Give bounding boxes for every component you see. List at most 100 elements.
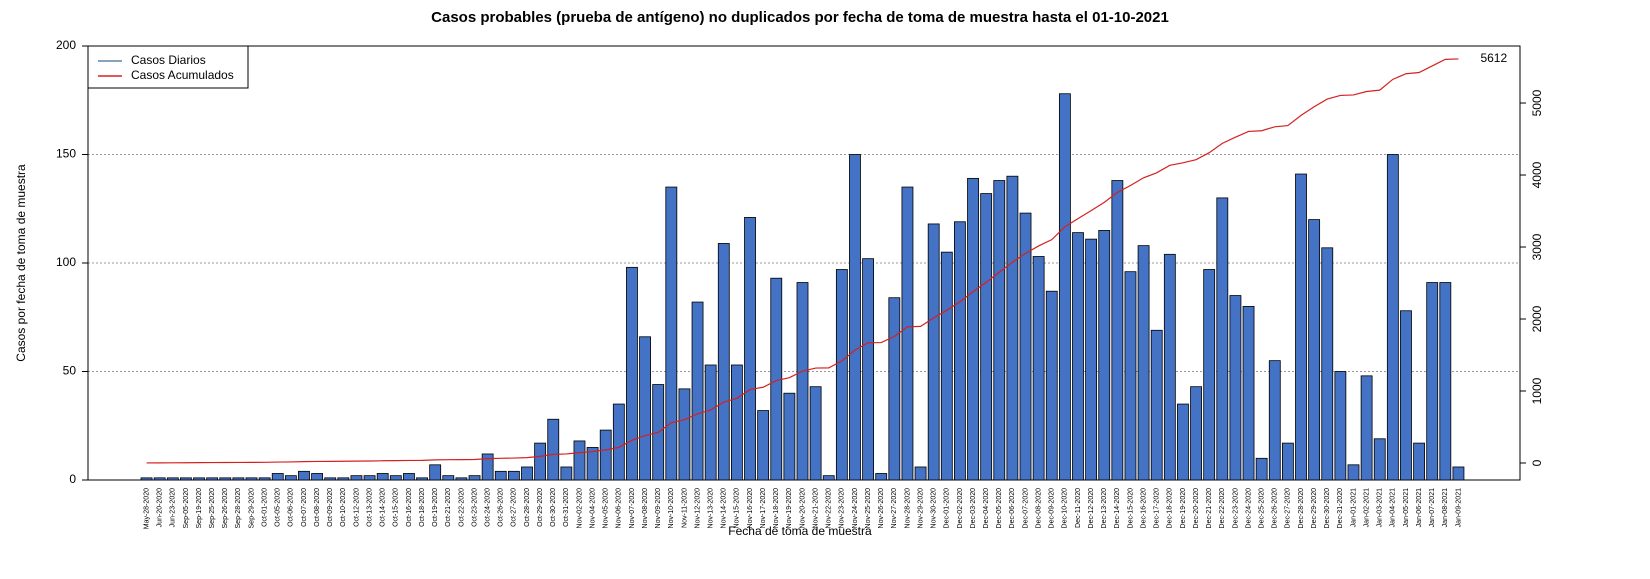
x-tick-label: Dec-17-2020 (1154, 488, 1161, 529)
x-tick-label: Nov-15-2020 (734, 488, 741, 529)
x-tick-label: Oct-06-2020 (288, 488, 295, 527)
bar (1360, 375, 1373, 481)
x-tick-label: Dec-12-2020 (1088, 488, 1095, 529)
x-tick-label: Dec-16-2020 (1140, 488, 1147, 529)
bar (940, 251, 953, 481)
bar (809, 386, 822, 481)
chart-title: Casos probables (prueba de antígeno) no … (431, 9, 1169, 26)
bar (704, 364, 717, 481)
x-tick-label: Jan-08-2021 (1442, 488, 1449, 527)
bar (258, 477, 271, 481)
bar (1334, 371, 1347, 481)
bar (993, 180, 1006, 481)
x-tick-label: Nov-07-2020 (629, 488, 636, 529)
x-tick-label: Dec-22-2020 (1219, 488, 1226, 529)
bar (757, 410, 770, 481)
bar (1163, 253, 1176, 481)
bar (507, 470, 520, 481)
y2-tick-label: 0 (1530, 459, 1544, 466)
bar (730, 364, 743, 481)
x-tick-label: Oct-19-2020 (432, 488, 439, 527)
x-tick-label: Oct-13-2020 (366, 488, 373, 527)
bar (822, 475, 835, 481)
x-tick-label: Dec-14-2020 (1114, 488, 1121, 529)
bar (245, 477, 258, 481)
x-tick-label: Sep-29-2020 (248, 488, 255, 529)
y-tick-label: 50 (63, 364, 77, 378)
bar (1098, 230, 1111, 481)
x-tick-label: Nov-24-2020 (852, 488, 859, 529)
x-tick-label: Nov-08-2020 (642, 488, 649, 529)
bar (717, 243, 730, 481)
x-tick-label: Dec-10-2020 (1062, 488, 1069, 529)
x-tick-label: Dec-06-2020 (1009, 488, 1016, 529)
x-tick-label: Oct-31-2020 (563, 488, 570, 527)
y2-tick-label: 3000 (1530, 233, 1544, 260)
x-tick-label: Dec-30-2020 (1324, 488, 1331, 529)
bar (1150, 329, 1163, 481)
x-tick-label: Oct-08-2020 (314, 488, 321, 527)
bar (783, 392, 796, 481)
bar (586, 447, 599, 481)
x-tick-label: May-28-2020 (143, 488, 150, 529)
x-tick-label: Oct-22-2020 (458, 488, 465, 527)
x-tick-label: Nov-23-2020 (839, 488, 846, 529)
y2-tick-label: 5000 (1530, 89, 1544, 116)
x-tick-label: Dec-26-2020 (1272, 488, 1279, 529)
x-tick-label: Oct-10-2020 (340, 488, 347, 527)
bar (927, 223, 940, 481)
bar (153, 477, 166, 481)
bar (560, 466, 573, 481)
bar (219, 477, 232, 481)
x-tick-label: Oct-28-2020 (524, 488, 531, 527)
x-tick-label: Oct-27-2020 (511, 488, 518, 527)
x-tick-label: Nov-20-2020 (799, 488, 806, 529)
bar (954, 221, 966, 481)
bar (180, 477, 192, 481)
x-tick-label: Dec-09-2020 (1049, 488, 1056, 529)
x-tick-label: Nov-29-2020 (917, 488, 924, 529)
x-tick-label: Nov-04-2020 (589, 488, 596, 529)
bar (363, 475, 376, 481)
bar (573, 440, 586, 481)
bar (1268, 360, 1281, 481)
x-tick-label: Jan-06-2021 (1416, 488, 1423, 527)
bar (298, 470, 310, 481)
x-tick-label: Oct-01-2020 (261, 488, 268, 527)
x-tick-label: Dec-31-2020 (1337, 488, 1344, 529)
x-tick-label: Dec-28-2020 (1298, 488, 1305, 529)
bar (416, 477, 428, 481)
x-tick-label: Dec-15-2020 (1127, 488, 1134, 529)
x-tick-label: Nov-18-2020 (773, 488, 780, 529)
bar (1203, 269, 1216, 481)
bar (206, 477, 219, 481)
bar (1058, 93, 1071, 481)
x-tick-label: Dec-02-2020 (957, 488, 964, 529)
x-tick-label: Oct-18-2020 (419, 488, 426, 527)
x-tick-label: Jan-01-2021 (1350, 488, 1357, 527)
x-tick-label: Oct-14-2020 (380, 488, 387, 527)
x-tick-label: Dec-08-2020 (1035, 488, 1042, 529)
x-tick-label: Nov-26-2020 (878, 488, 885, 529)
x-tick-label: Nov-11-2020 (681, 488, 688, 528)
bar (1347, 464, 1360, 481)
x-tick-label: Jan-02-2021 (1363, 488, 1370, 527)
cumulative-line (146, 58, 1459, 464)
bar (324, 477, 337, 481)
x-tick-label: Nov-06-2020 (616, 488, 623, 529)
bar (1295, 173, 1307, 481)
y2-tick-label: 1000 (1530, 377, 1544, 404)
y-axis-title: Casos por fecha de toma de muestra (14, 164, 28, 362)
x-tick-label: Oct-09-2020 (327, 488, 334, 527)
legend-box (87, 45, 249, 89)
x-tick-label: Jan-05-2021 (1403, 488, 1410, 527)
y2-tick-label: 2000 (1530, 305, 1544, 332)
bar (547, 418, 560, 481)
bar (1373, 438, 1386, 481)
bar (1400, 310, 1412, 481)
x-tick-label: Dec-01-2020 (944, 488, 951, 529)
bar (1281, 442, 1294, 481)
x-tick-label: Jan-07-2021 (1429, 488, 1436, 527)
legend-label: Casos Acumulados (131, 68, 234, 82)
